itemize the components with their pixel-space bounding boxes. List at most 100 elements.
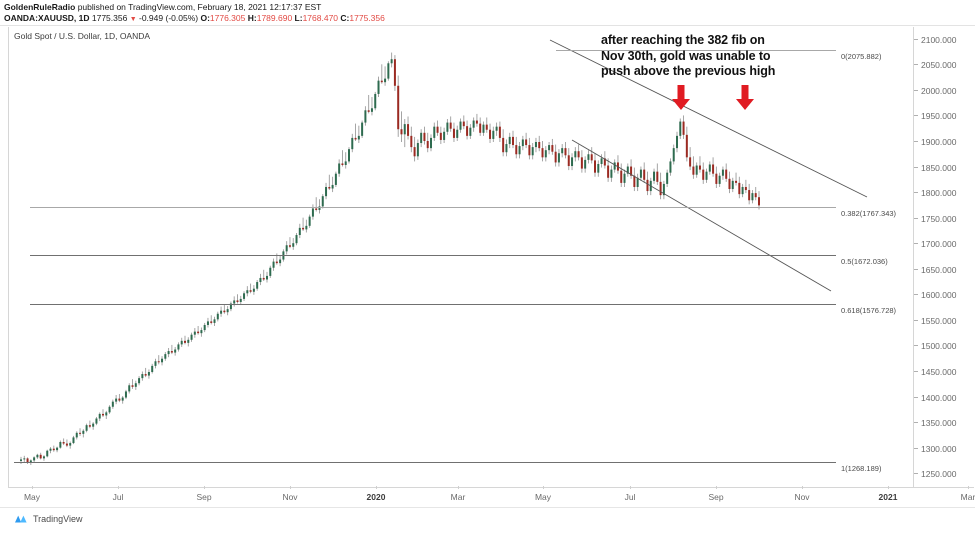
candle-body bbox=[229, 303, 232, 310]
candle-body bbox=[407, 124, 410, 136]
candle-body bbox=[423, 132, 426, 141]
candle-body bbox=[167, 351, 170, 355]
candle-body bbox=[708, 164, 711, 172]
candle-body bbox=[682, 121, 685, 135]
candle-body bbox=[351, 137, 354, 150]
candle-body bbox=[341, 163, 344, 165]
tradingview-watermark[interactable]: TradingView bbox=[14, 513, 83, 524]
fib-level-line[interactable] bbox=[30, 304, 836, 305]
time-tick-label: May bbox=[534, 492, 552, 502]
time-tick-mark bbox=[290, 486, 291, 489]
time-tick-label: May bbox=[23, 492, 41, 502]
candle-body bbox=[59, 442, 62, 448]
price-tick-mark bbox=[914, 166, 918, 168]
candle-body bbox=[295, 235, 298, 244]
candle-body bbox=[728, 178, 731, 190]
candle-body bbox=[748, 190, 751, 201]
time-tick-label: Jul bbox=[112, 492, 124, 502]
candle-body bbox=[492, 130, 495, 139]
lower-channel-line[interactable] bbox=[571, 139, 832, 292]
price-tick-mark bbox=[914, 422, 918, 424]
chart-legend: Gold Spot / U.S. Dollar, 1D, OANDA bbox=[14, 31, 151, 41]
candle-body bbox=[164, 354, 167, 359]
upper-channel-line[interactable] bbox=[549, 39, 868, 198]
candle-body bbox=[187, 339, 190, 343]
candle-body bbox=[105, 412, 108, 416]
price-tick: 1600.000 bbox=[914, 289, 975, 301]
candle-body bbox=[213, 319, 216, 323]
price-tick-label: 1750.000 bbox=[921, 213, 957, 224]
text-annotation[interactable]: after reaching the 382 fib on Nov 30th, … bbox=[601, 33, 831, 80]
fib-level-line[interactable] bbox=[14, 462, 836, 463]
candle-body bbox=[597, 163, 600, 173]
candle-body bbox=[72, 437, 75, 444]
candle-body bbox=[111, 401, 114, 407]
change-absolute: -0.949 bbox=[139, 13, 164, 23]
candle-body bbox=[479, 123, 482, 133]
price-tick: 1950.000 bbox=[914, 110, 975, 122]
price-tick-label: 1650.000 bbox=[921, 264, 957, 275]
candle-body bbox=[702, 169, 705, 180]
candle-body bbox=[639, 169, 642, 178]
candle-body bbox=[613, 162, 616, 170]
close-value: 1775.356 bbox=[349, 13, 385, 23]
candle-body bbox=[151, 365, 154, 372]
candle-body bbox=[580, 157, 583, 169]
price-tick: 1650.000 bbox=[914, 264, 975, 276]
candle-body bbox=[456, 129, 459, 138]
time-tick-mark bbox=[458, 486, 459, 489]
fib-level-line[interactable] bbox=[30, 207, 836, 208]
price-tick-label: 1450.000 bbox=[921, 367, 957, 377]
candle-body bbox=[590, 154, 593, 161]
price-tick-mark bbox=[914, 319, 918, 321]
down-arrow-marker-2[interactable] bbox=[734, 85, 756, 111]
price-tick: 1900.000 bbox=[914, 136, 975, 148]
candle-body bbox=[79, 432, 82, 434]
candle-body bbox=[676, 135, 678, 149]
candle-body bbox=[328, 186, 331, 189]
candle-body bbox=[275, 261, 278, 264]
candle-body bbox=[446, 122, 449, 132]
candle-body bbox=[33, 457, 36, 461]
candle-body bbox=[259, 277, 262, 283]
candle-body bbox=[46, 450, 49, 457]
candle-body bbox=[689, 157, 692, 167]
candle-body bbox=[400, 129, 403, 135]
candle-body bbox=[666, 172, 669, 184]
candle-body bbox=[495, 126, 498, 131]
down-arrow-marker-1[interactable] bbox=[670, 85, 692, 111]
candlestick-series bbox=[20, 52, 760, 466]
fib-level-line[interactable] bbox=[556, 50, 836, 51]
price-axis[interactable]: 2100.000 2050.000 2000.000 1950.000 1900.000… bbox=[914, 27, 975, 487]
candle-body bbox=[577, 151, 580, 158]
candle-body bbox=[288, 245, 291, 247]
open-value: 1776.305 bbox=[209, 13, 246, 23]
candle-body bbox=[39, 454, 42, 459]
candle-body bbox=[698, 165, 701, 170]
candle-body bbox=[131, 385, 134, 387]
annotation-line-2: Nov 30th, gold was unable to bbox=[601, 48, 771, 63]
price-tick-label: 1350.000 bbox=[921, 418, 957, 429]
candle-body bbox=[449, 122, 452, 129]
price-tick: 2100.000 bbox=[914, 34, 975, 46]
time-tick-mark bbox=[716, 486, 717, 489]
candle-body bbox=[626, 166, 629, 174]
time-axis[interactable]: MayJulSepNov2020MarMayJulSepNov2021MarMa… bbox=[8, 486, 975, 506]
candle-body bbox=[692, 166, 695, 175]
chart-plot-area[interactable] bbox=[8, 27, 914, 487]
fib-level-line[interactable] bbox=[30, 255, 836, 256]
candle-body bbox=[718, 175, 721, 184]
candle-body bbox=[138, 378, 141, 384]
candle-body bbox=[705, 171, 708, 180]
candle-body bbox=[741, 186, 744, 195]
candle-body bbox=[518, 146, 521, 155]
price-tick-label: 1700.000 bbox=[921, 239, 957, 250]
candle-body bbox=[564, 148, 567, 156]
publisher-line: GoldenRuleRadio published on TradingView… bbox=[4, 2, 321, 12]
price-tick-label: 2000.000 bbox=[921, 85, 957, 96]
time-tick-label: Mar bbox=[450, 492, 466, 502]
candle-body bbox=[531, 147, 534, 156]
price-tick-mark bbox=[914, 396, 918, 398]
price-tick: 1550.000 bbox=[914, 315, 975, 327]
candle-body bbox=[262, 277, 265, 280]
